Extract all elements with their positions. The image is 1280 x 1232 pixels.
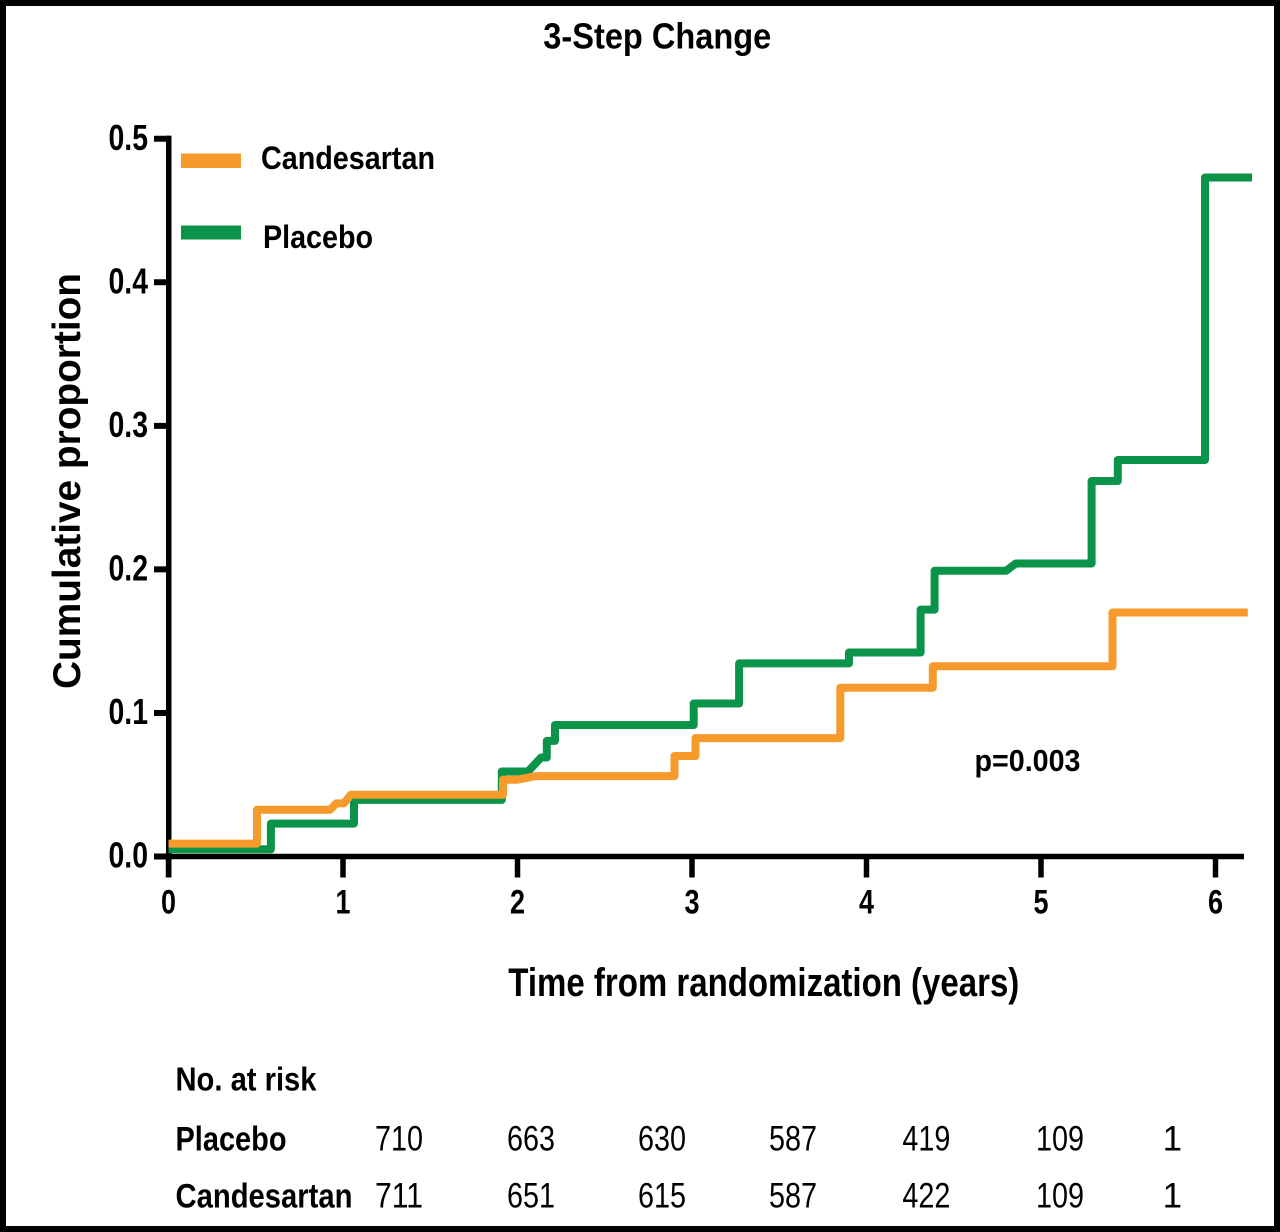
svg-text:630: 630 <box>638 1120 686 1159</box>
svg-text:Placebo: Placebo <box>176 1121 287 1159</box>
svg-text:Time from randomization (years: Time from randomization (years) <box>508 961 1019 1005</box>
svg-text:5: 5 <box>1034 884 1049 922</box>
svg-text:0.3: 0.3 <box>109 404 149 445</box>
svg-text:0.5: 0.5 <box>109 117 149 158</box>
svg-text:0.4: 0.4 <box>109 260 149 301</box>
svg-text:p=0.003: p=0.003 <box>975 743 1081 778</box>
svg-text:663: 663 <box>507 1120 555 1159</box>
svg-text:422: 422 <box>902 1177 950 1216</box>
svg-text:0.0: 0.0 <box>109 835 149 876</box>
svg-text:1: 1 <box>1163 1120 1182 1159</box>
svg-text:0: 0 <box>161 884 176 922</box>
svg-text:No. at risk: No. at risk <box>176 1061 318 1098</box>
svg-text:587: 587 <box>769 1120 817 1159</box>
svg-text:419: 419 <box>902 1120 950 1159</box>
svg-text:1: 1 <box>1163 1177 1182 1216</box>
svg-text:4: 4 <box>859 884 874 922</box>
svg-text:615: 615 <box>638 1177 686 1216</box>
svg-text:Placebo: Placebo <box>263 219 373 255</box>
svg-text:0.2: 0.2 <box>109 547 149 588</box>
svg-text:Candesartan: Candesartan <box>176 1178 353 1216</box>
svg-text:109: 109 <box>1036 1177 1084 1216</box>
svg-text:711: 711 <box>375 1177 423 1216</box>
svg-text:3-Step Change: 3-Step Change <box>543 16 771 57</box>
svg-text:Candesartan: Candesartan <box>261 140 435 176</box>
svg-text:2: 2 <box>510 884 525 922</box>
svg-text:Cumulative proportion: Cumulative proportion <box>46 273 89 689</box>
svg-text:6: 6 <box>1208 884 1223 922</box>
svg-text:587: 587 <box>769 1177 817 1216</box>
svg-text:0.1: 0.1 <box>109 691 149 732</box>
svg-text:1: 1 <box>336 884 351 922</box>
svg-text:651: 651 <box>507 1177 555 1216</box>
svg-text:109: 109 <box>1036 1120 1084 1159</box>
svg-text:710: 710 <box>375 1120 423 1159</box>
svg-text:3: 3 <box>685 884 700 922</box>
